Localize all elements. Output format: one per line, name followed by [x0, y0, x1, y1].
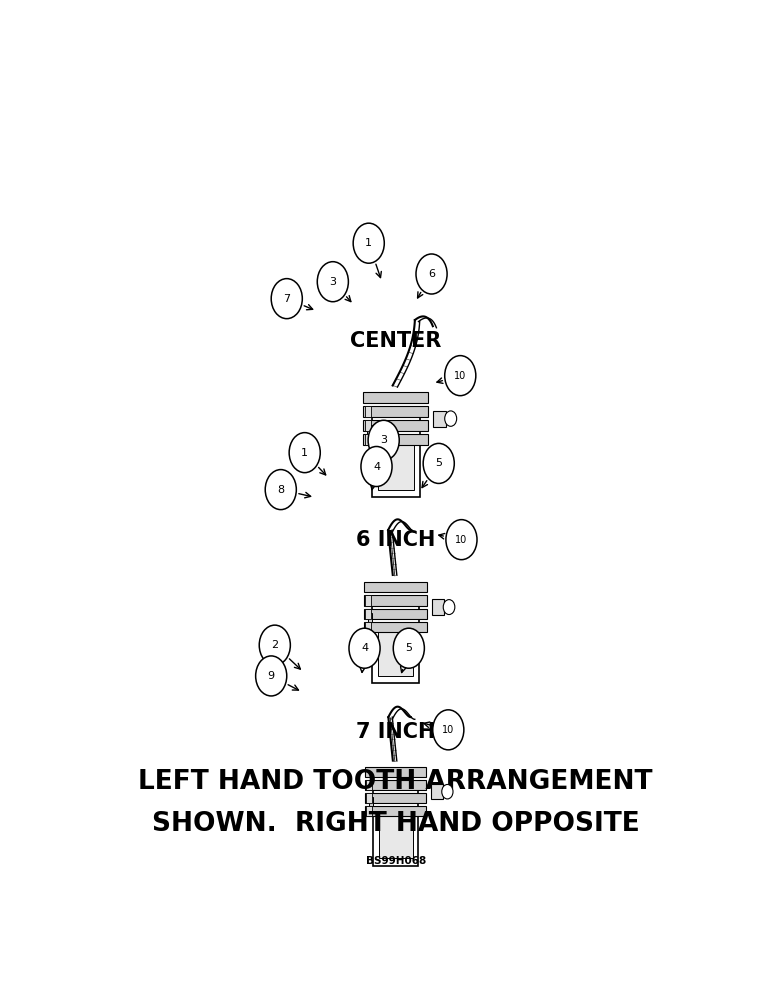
Bar [367, 425, 372, 434]
Bar [367, 780, 372, 790]
Text: SHOWN.  RIGHT HAND OPPOSITE: SHOWN. RIGHT HAND OPPOSITE [152, 811, 639, 837]
Bar [364, 434, 371, 445]
Bar [365, 622, 371, 632]
Circle shape [445, 411, 457, 426]
Text: BS99H068: BS99H068 [365, 856, 426, 866]
Bar [367, 613, 372, 622]
Bar [432, 599, 445, 615]
Circle shape [423, 443, 454, 483]
Text: 6: 6 [428, 269, 435, 279]
Text: LEFT HAND TOOTH ARRANGEMENT: LEFT HAND TOOTH ARRANGEMENT [138, 769, 653, 795]
Bar [364, 406, 428, 417]
Text: 5: 5 [405, 643, 412, 653]
Bar [364, 392, 428, 403]
Text: 4: 4 [373, 462, 380, 472]
Circle shape [266, 470, 296, 510]
Text: 10: 10 [454, 371, 466, 381]
Text: 3: 3 [330, 277, 337, 287]
Bar [372, 413, 420, 497]
Bar [365, 595, 371, 606]
Bar [364, 420, 371, 431]
Text: 7: 7 [283, 294, 290, 304]
Circle shape [271, 279, 303, 319]
Circle shape [445, 356, 476, 396]
Bar [364, 434, 428, 445]
Bar [364, 420, 428, 431]
Circle shape [317, 262, 348, 302]
Circle shape [446, 520, 477, 560]
Text: CENTER: CENTER [350, 331, 442, 351]
Bar [431, 784, 443, 799]
Circle shape [259, 625, 290, 665]
Bar [365, 806, 426, 816]
Circle shape [361, 446, 392, 487]
Circle shape [368, 420, 399, 460]
Text: 3: 3 [380, 435, 388, 445]
Bar [367, 806, 372, 816]
Bar [367, 793, 372, 803]
Text: 2: 2 [271, 640, 279, 650]
Text: 9: 9 [268, 671, 275, 681]
Text: 6 INCH: 6 INCH [356, 530, 435, 550]
Bar [433, 411, 446, 427]
Bar [372, 601, 419, 683]
Text: 10: 10 [455, 535, 468, 545]
Text: 1: 1 [365, 238, 372, 248]
Text: 10: 10 [442, 725, 455, 735]
Bar [364, 595, 427, 606]
Circle shape [442, 784, 453, 799]
Circle shape [393, 628, 425, 668]
Bar [365, 793, 426, 803]
Bar [365, 609, 371, 619]
Bar [364, 582, 427, 592]
Bar [378, 631, 413, 676]
Circle shape [290, 433, 320, 473]
Bar [365, 780, 426, 790]
Bar [364, 622, 427, 632]
Text: 8: 8 [277, 485, 284, 495]
Circle shape [256, 656, 286, 696]
Circle shape [433, 710, 464, 750]
Bar [365, 767, 426, 777]
Bar [364, 406, 371, 417]
Bar [378, 443, 414, 490]
Text: 1: 1 [301, 448, 308, 458]
Text: 7 INCH: 7 INCH [356, 722, 435, 742]
Bar [364, 609, 427, 619]
Circle shape [353, 223, 384, 263]
Bar [369, 797, 373, 806]
Bar [373, 786, 418, 866]
Text: 4: 4 [361, 643, 368, 653]
Text: 5: 5 [435, 458, 442, 468]
Circle shape [443, 600, 455, 615]
Circle shape [416, 254, 447, 294]
Circle shape [349, 628, 380, 668]
Bar [379, 815, 412, 858]
